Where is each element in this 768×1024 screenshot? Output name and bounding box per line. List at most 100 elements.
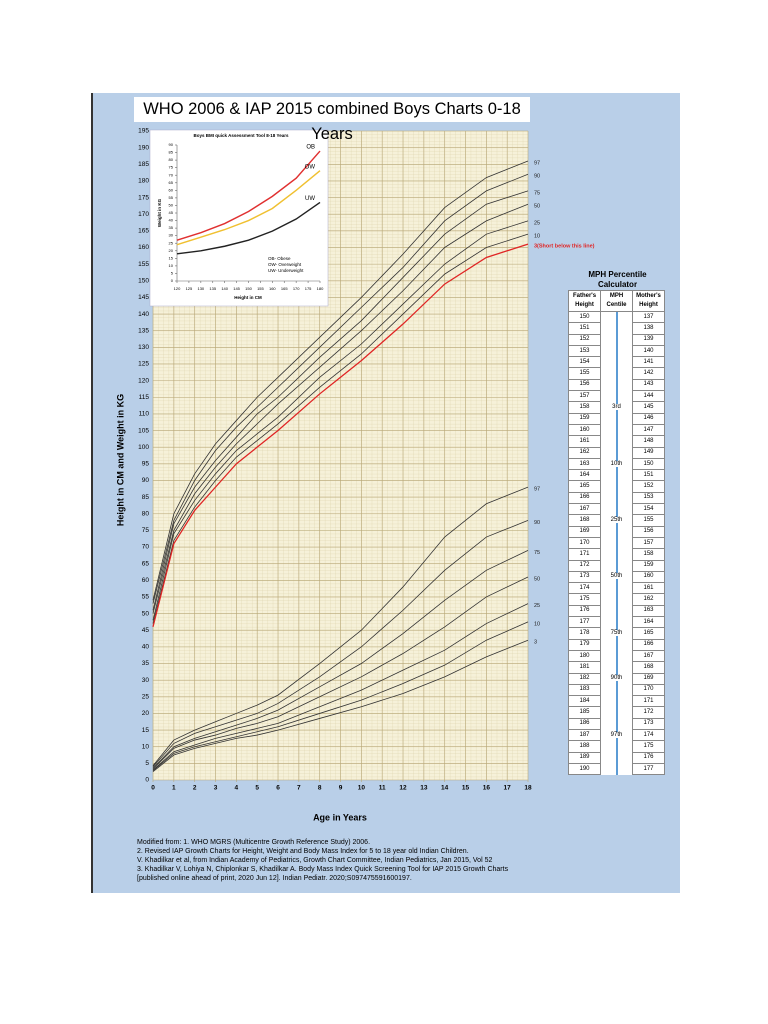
series-line	[152, 173, 529, 604]
x-tick-label: 10	[358, 785, 366, 792]
table-cell: 173	[632, 717, 665, 730]
table-cell: 176	[632, 751, 665, 764]
y-tick-label: 10	[142, 743, 150, 750]
table-cell	[600, 311, 633, 323]
y-tick-label: 15	[142, 727, 150, 734]
y-tick-label: 135	[138, 327, 149, 334]
table-row: 151 138	[568, 322, 665, 335]
y-tick-label: 80	[169, 157, 174, 162]
series-label: 90	[534, 174, 540, 180]
x-tick-label: 150	[245, 286, 252, 291]
table-cell	[600, 661, 633, 673]
series-line	[152, 639, 529, 772]
table-cell: 178	[568, 627, 601, 640]
table-row: 159 146	[568, 412, 665, 425]
series-label: 3	[534, 640, 537, 646]
table-row: 181 168	[568, 661, 665, 674]
series-label: 25	[534, 603, 540, 609]
y-tick-label: 180	[138, 178, 149, 185]
x-tick-label: 125	[186, 286, 193, 291]
table-cell: 146	[632, 412, 665, 425]
series-line	[152, 549, 529, 769]
table-row: 160 147	[568, 423, 665, 437]
y-tick-label: 50	[169, 203, 174, 208]
table-cell: 160	[632, 570, 665, 584]
y-tick-label: 45	[142, 627, 150, 634]
table-cell	[600, 695, 633, 707]
y-tick-label: 65	[142, 560, 150, 567]
centile-label: 25th	[609, 516, 624, 523]
header: Mother's Height	[632, 290, 665, 312]
y-tick-label: 70	[142, 544, 150, 551]
table-cell: 141	[632, 356, 665, 369]
legend-entry: OB- Obese	[268, 256, 291, 261]
y-tick-label: 5	[171, 271, 174, 276]
table-row: 163 10th 150	[568, 457, 665, 471]
table-cell: 150	[632, 457, 665, 471]
y-tick-label: 40	[142, 644, 150, 651]
table-cell: 177	[568, 616, 601, 629]
table-row: 189 176	[568, 751, 665, 764]
x-tick-label: 12	[399, 785, 407, 792]
table-row: 155 142	[568, 367, 665, 380]
y-tick-label: 195	[138, 128, 149, 135]
table-cell: 175	[632, 740, 665, 753]
y-tick-label: 100	[138, 444, 149, 451]
table-row: 162 149	[568, 446, 665, 459]
table-cell: 186	[568, 717, 601, 730]
series-line	[152, 603, 529, 771]
series-line	[152, 621, 529, 771]
table-cell: 142	[632, 367, 665, 380]
table-row: 184 171	[568, 695, 665, 708]
table-row: 183 170	[568, 683, 665, 697]
y-tick-label: 95	[142, 461, 150, 468]
y-tick-label: 130	[138, 344, 149, 351]
series-line	[152, 220, 529, 621]
y-tick-label: 50	[142, 610, 150, 617]
series-label: OB	[306, 145, 315, 151]
y-tick-label: 60	[169, 187, 174, 192]
x-tick-label: 9	[339, 785, 343, 792]
table-row: 169 156	[568, 525, 665, 538]
table-cell: 25th	[600, 514, 633, 527]
table-cell: 187	[568, 728, 601, 742]
table-cell	[600, 650, 633, 662]
table-cell	[600, 345, 633, 357]
table-cell: 160	[568, 423, 601, 437]
x-tick-label: 0	[151, 785, 155, 792]
table-row: 166 153	[568, 491, 665, 505]
y-tick-label: 60	[142, 577, 150, 584]
notes: Modified from: 1. WHO MGRS (Multicentre …	[137, 838, 508, 883]
table-row: 157 144	[568, 390, 665, 403]
y-tick-label: 190	[138, 144, 149, 151]
table-cell: 90th	[600, 673, 633, 685]
table-cell: 172	[568, 559, 601, 572]
table-cell	[600, 322, 633, 335]
table-cell: 150	[568, 310, 601, 324]
table-cell	[600, 763, 633, 775]
table-cell	[600, 548, 633, 561]
table-cell: 97th	[600, 729, 633, 741]
table-cell: 153	[632, 491, 665, 505]
x-tick-label: 4	[235, 785, 239, 792]
y-tick-label: 120	[138, 377, 149, 384]
table-row: 164 151	[568, 469, 665, 482]
table-row: 186 173	[568, 717, 665, 730]
y-tick-label: 110	[139, 411, 150, 418]
table-cell: 151	[568, 322, 601, 335]
table-cell: 144	[632, 390, 665, 403]
table-cell: 168	[568, 514, 601, 527]
table-cell: 139	[632, 333, 665, 346]
table-row: 182 90th 169	[568, 672, 665, 685]
table-cell	[600, 616, 633, 628]
series-label: 50	[534, 576, 540, 582]
series-line	[152, 160, 529, 601]
table-cell: 167	[632, 649, 665, 663]
y-tick-label: 0	[171, 278, 174, 283]
x-tick-label: 15	[462, 785, 470, 792]
series-line	[152, 243, 529, 628]
table-cell: 137	[632, 310, 665, 324]
table-cell: 151	[632, 469, 665, 482]
